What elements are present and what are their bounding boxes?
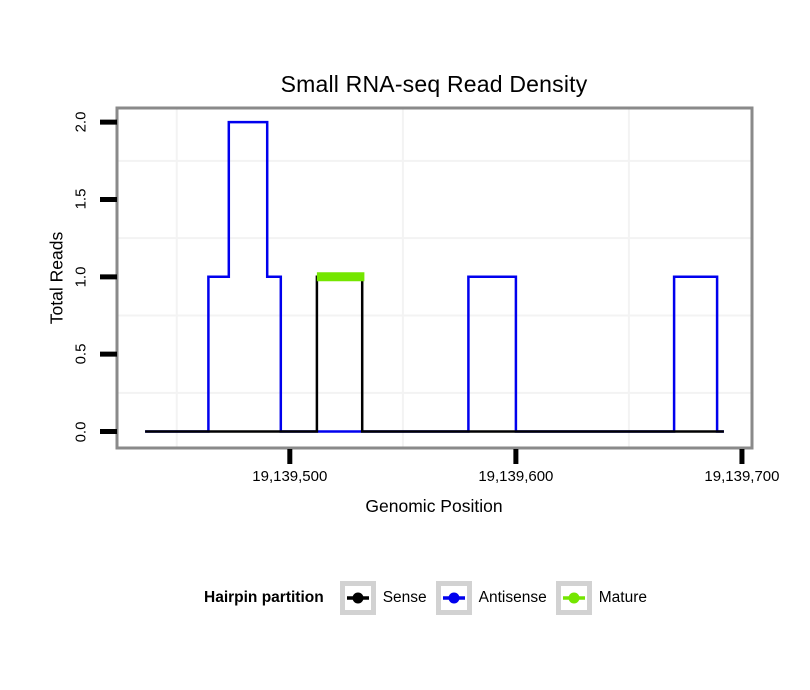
x-tick-label: 19,139,700 [704,468,780,485]
chart-title: Small RNA-seq Read Density [280,71,588,97]
legend-title: Hairpin partition [204,589,324,606]
y-axis-title-text: Total Reads [46,231,67,325]
x-tick-label: 19,139,600 [478,468,554,485]
x-tick-label: 19,139,500 [252,468,328,485]
legend-key-mature-icon [555,581,592,615]
x-axis-title: Genomic Position [365,496,503,516]
legend: Hairpin partition Sense Antisense Mature [204,580,656,616]
legend-key-antisense-icon [435,581,472,615]
legend-label-sense: Sense [382,589,427,606]
legend-key-sense-icon [339,581,376,615]
legend-label-mature: Mature [598,589,647,606]
legend-label-antisense: Antisense [478,589,547,606]
